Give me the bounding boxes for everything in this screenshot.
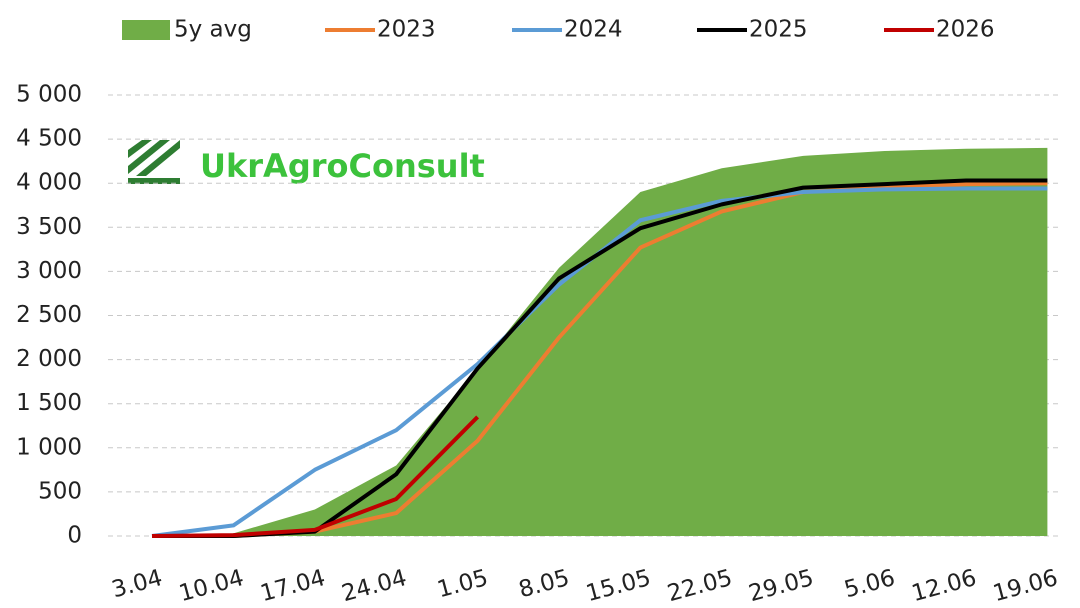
y-tick-label: 4 000: [16, 170, 82, 196]
x-tick-label: 15.05: [583, 565, 653, 607]
legend-label: 2026: [936, 17, 995, 43]
line: [151, 415, 480, 538]
x-tick-label: 29.05: [746, 565, 816, 607]
area: [152, 147, 1048, 537]
legend-label: 2024: [564, 17, 623, 43]
legend-swatch: [122, 20, 170, 40]
y-tick-label: 2 000: [16, 346, 82, 372]
y-tick-label: 500: [38, 478, 82, 504]
x-tick-label: 12.06: [909, 565, 979, 607]
x-tick-label: 3.04: [109, 565, 165, 603]
y-tick-label: 0: [67, 523, 82, 549]
y-tick-label: 2 500: [16, 302, 82, 328]
x-tick-label: 19.06: [990, 565, 1060, 607]
y-tick-label: 3 000: [16, 258, 82, 284]
legend-label: 5y avg: [174, 17, 252, 43]
y-tick-label: 5 000: [16, 82, 82, 108]
y-tick-label: 1 500: [16, 390, 82, 416]
logo-icon: [128, 140, 180, 184]
y-tick-label: 3 500: [16, 214, 82, 240]
x-tick-label: 22.05: [665, 565, 735, 607]
legend-label: 2025: [749, 17, 808, 43]
x-tick-label: 5.06: [842, 565, 898, 603]
x-tick-label: 10.04: [176, 565, 246, 607]
x-tick-label: 24.04: [339, 565, 409, 607]
x-tick-label: 1.05: [435, 565, 491, 603]
y-tick-label: 1 000: [16, 434, 82, 460]
y-tick-label: 4 500: [16, 126, 82, 152]
x-tick-label: 8.05: [516, 565, 572, 603]
legend-label: 2023: [377, 17, 436, 43]
x-tick-label: 17.04: [258, 565, 328, 607]
watermark: UkrAgroConsult: [200, 147, 485, 185]
